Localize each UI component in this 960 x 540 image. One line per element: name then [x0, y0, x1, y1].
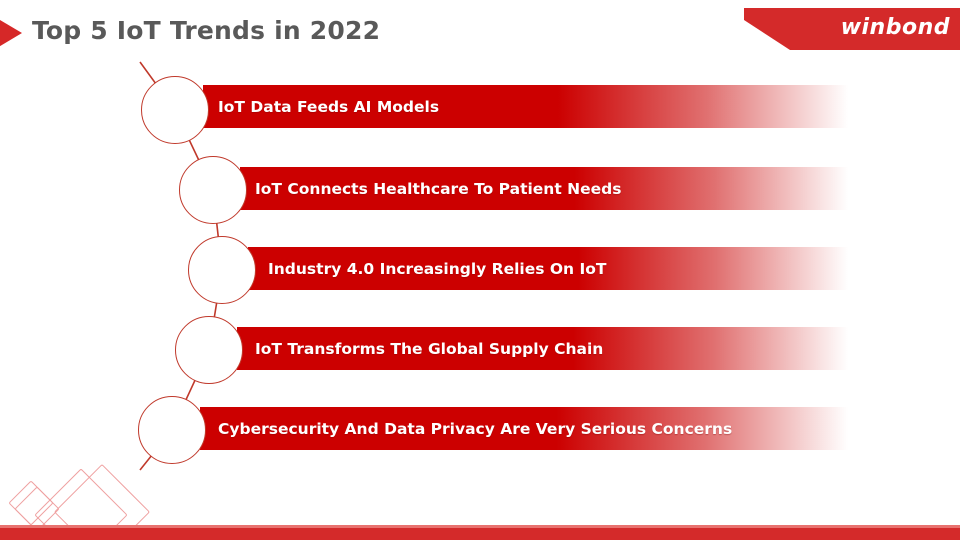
trend-node-circle[interactable]: [175, 316, 243, 384]
trend-label: Cybersecurity And Data Privacy Are Very …: [218, 419, 733, 438]
page-title: Top 5 IoT Trends in 2022: [32, 16, 381, 45]
logo-shape-icon: [744, 8, 960, 50]
trend-label: IoT Data Feeds AI Models: [218, 97, 440, 116]
trend-node-circle[interactable]: [141, 76, 209, 144]
trend-row[interactable]: IoT Transforms The Global Supply Chain: [237, 327, 848, 370]
trend-row[interactable]: Cybersecurity And Data Privacy Are Very …: [200, 407, 848, 450]
trend-row[interactable]: IoT Data Feeds AI Models: [203, 85, 848, 128]
footer-accent-line: [0, 525, 960, 528]
trend-node-circle[interactable]: [188, 236, 256, 304]
logo-wordmark: winbond: [840, 15, 950, 40]
trend-row[interactable]: Industry 4.0 Increasingly Relies On IoT: [248, 247, 848, 290]
title-arrow-icon: [0, 14, 22, 52]
trend-label: IoT Transforms The Global Supply Chain: [255, 339, 604, 358]
trend-node-circle[interactable]: [179, 156, 247, 224]
trend-node-circle[interactable]: [138, 396, 206, 464]
trend-label: Industry 4.0 Increasingly Relies On IoT: [268, 259, 607, 278]
winbond-logo: winbond: [744, 8, 960, 50]
footer-bar: [0, 528, 960, 540]
trend-row[interactable]: IoT Connects Healthcare To Patient Needs: [240, 167, 848, 210]
trend-label: IoT Connects Healthcare To Patient Needs: [255, 179, 622, 198]
